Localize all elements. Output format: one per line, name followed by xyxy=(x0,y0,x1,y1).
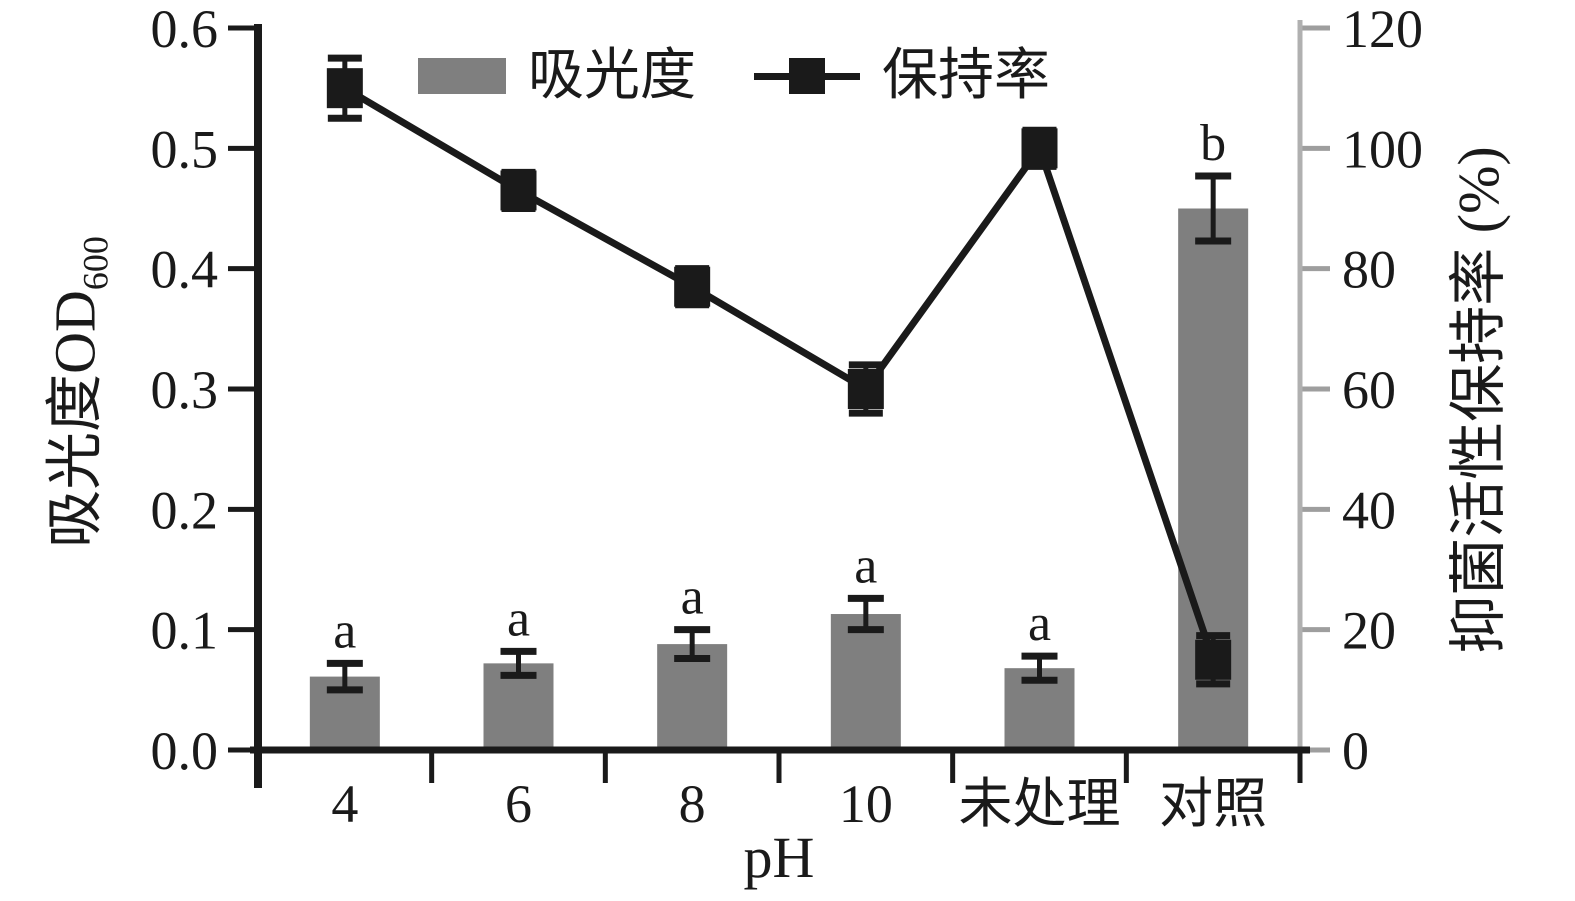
x-category-label: 4 xyxy=(331,774,358,834)
x-category-label: 8 xyxy=(679,774,706,834)
x-category-label: 10 xyxy=(839,774,893,834)
x-axis-title: pH xyxy=(743,825,815,890)
legend-label-absorbance: 吸光度 xyxy=(528,45,696,107)
x-category-label: 对照 xyxy=(1159,774,1267,834)
left-tick-label: 0.6 xyxy=(151,0,219,59)
left-tick-label: 0.4 xyxy=(151,240,219,300)
right-tick-label: 20 xyxy=(1342,601,1396,661)
right-tick-label: 100 xyxy=(1342,119,1423,179)
legend-square-marker xyxy=(789,58,825,94)
right-tick-label: 80 xyxy=(1342,240,1396,300)
legend: 吸光度 保持率 xyxy=(418,48,1050,104)
left-tick-label: 0.1 xyxy=(151,601,219,661)
legend-item-absorbance: 吸光度 xyxy=(418,48,696,104)
right-tick-label: 120 xyxy=(1342,0,1423,59)
retention-line xyxy=(343,85,1217,661)
right-axis-label-text: 抑菌活性保持率 (%) xyxy=(1446,146,1511,654)
legend-item-retention: 保持率 xyxy=(754,48,1050,104)
line-marker-square xyxy=(1021,128,1058,169)
bar-swatch-icon xyxy=(418,58,506,94)
left-tick-label: 0.0 xyxy=(151,721,219,781)
line-marker-square xyxy=(326,68,363,109)
right-axis-label: 抑菌活性保持率 (%) xyxy=(1446,146,1511,653)
sig-letter-10: a xyxy=(854,537,877,594)
bar-10 xyxy=(830,614,901,750)
sig-letter-6: a xyxy=(507,590,530,647)
right-tick-label: 40 xyxy=(1342,480,1396,540)
line-marker-square xyxy=(847,369,884,409)
right-tick-label: 0 xyxy=(1342,721,1369,781)
line-marker-square xyxy=(1195,639,1232,680)
left-tick-label: 0.2 xyxy=(151,480,219,540)
x-category-label: 未处理 xyxy=(959,774,1121,834)
sig-letter-4: a xyxy=(333,602,356,659)
left-tick-label: 0.3 xyxy=(151,360,219,420)
line-marker-square xyxy=(500,170,537,211)
sig-letter-对照: b xyxy=(1200,115,1226,172)
left-tick-label: 0.5 xyxy=(151,119,219,179)
x-category-label: 6 xyxy=(505,774,532,834)
left-axis-label-text: 吸光度OD xyxy=(42,290,108,548)
right-tick-label: 60 xyxy=(1342,360,1396,420)
line-marker-swatch-icon xyxy=(754,56,860,96)
line-marker-square xyxy=(674,266,711,307)
left-axis-label-subscript: 600 xyxy=(75,236,116,291)
legend-label-retention: 保持率 xyxy=(882,45,1050,107)
left-axis-label: 吸光度OD600 xyxy=(43,236,116,548)
sig-letter-8: a xyxy=(681,569,704,626)
sig-letter-未处理: a xyxy=(1028,595,1051,652)
